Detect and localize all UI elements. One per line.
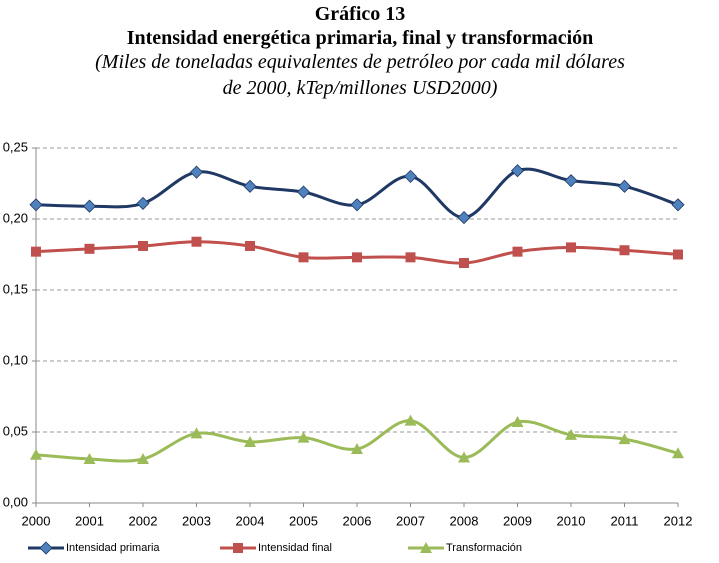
x-tick-label: 2006 [343,513,372,528]
marker [671,198,685,212]
x-tick-label: 2010 [557,513,586,528]
x-tick-label: 2001 [75,513,104,528]
chart-subtitle: Intensidad energética primaria, final y … [127,27,594,49]
marker [351,443,363,455]
marker [189,165,204,179]
y-tick-label: 0,10 [3,352,28,367]
marker [672,447,684,459]
marker [350,198,364,212]
legend-label: Transformación [446,542,522,554]
marker [136,196,150,210]
chart-note: (Miles de toneladas equivalentes de petr… [95,51,625,73]
legend-marker [233,543,243,553]
x-tick-label: 2012 [664,513,693,528]
legend-marker [420,542,432,553]
marker [458,451,470,463]
marker [31,246,41,257]
x-tick-label: 2000 [22,513,51,528]
y-tick-label: 0,25 [3,139,28,154]
marker [83,452,96,464]
chart-title: Gráfico 13 [315,3,406,25]
marker [298,252,309,263]
marker [511,416,524,428]
y-tick-label: 0,00 [3,494,28,509]
x-tick-label: 2011 [611,513,639,528]
marker [296,185,311,199]
x-tick-label: 2005 [289,513,318,528]
marker [84,243,95,254]
marker [29,198,43,212]
x-tick-label: 2004 [236,513,265,528]
legend-label: Intensidad primaria [66,542,160,554]
marker [512,246,523,257]
y-tick-label: 0,05 [3,423,28,438]
x-tick-label: 2008 [450,513,479,528]
marker [243,179,257,193]
marker [618,433,631,445]
marker [138,240,148,251]
x-tick-label: 2003 [182,513,211,528]
marker [459,258,469,269]
marker [30,448,42,460]
marker [191,236,202,247]
marker [404,414,417,426]
y-tick-label: 0,20 [3,210,28,225]
chart-note: de 2000, kTep/millones USD2000) [223,77,498,99]
marker [566,242,576,253]
marker [673,249,683,260]
marker [82,199,97,213]
series-line [35,419,679,463]
marker [405,252,416,263]
legend-label: Intensidad final [258,542,332,554]
y-tick-label: 0,15 [3,281,28,296]
marker [619,245,630,256]
marker [190,427,203,439]
marker [245,240,255,251]
marker [352,252,362,263]
marker [403,169,418,183]
marker [244,435,256,447]
marker [137,452,149,464]
marker [564,174,578,188]
x-tick-label: 2007 [396,513,425,528]
marker [457,211,471,225]
marker [617,179,632,193]
marker [565,428,577,440]
marker [297,431,310,443]
marker [510,164,525,178]
x-tick-label: 2002 [129,513,158,528]
legend-marker [39,541,53,555]
x-tick-label: 2009 [503,513,532,528]
